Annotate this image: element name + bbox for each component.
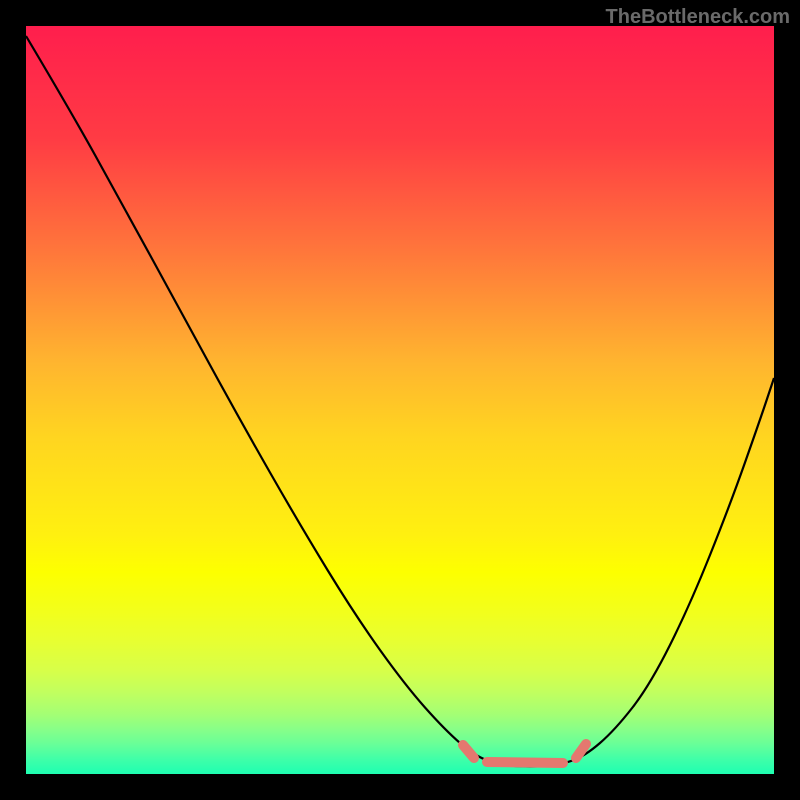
chart-container: TheBottleneck.com	[0, 0, 800, 800]
watermark-text: TheBottleneck.com	[606, 6, 790, 29]
bottleneck-chart	[0, 0, 800, 800]
